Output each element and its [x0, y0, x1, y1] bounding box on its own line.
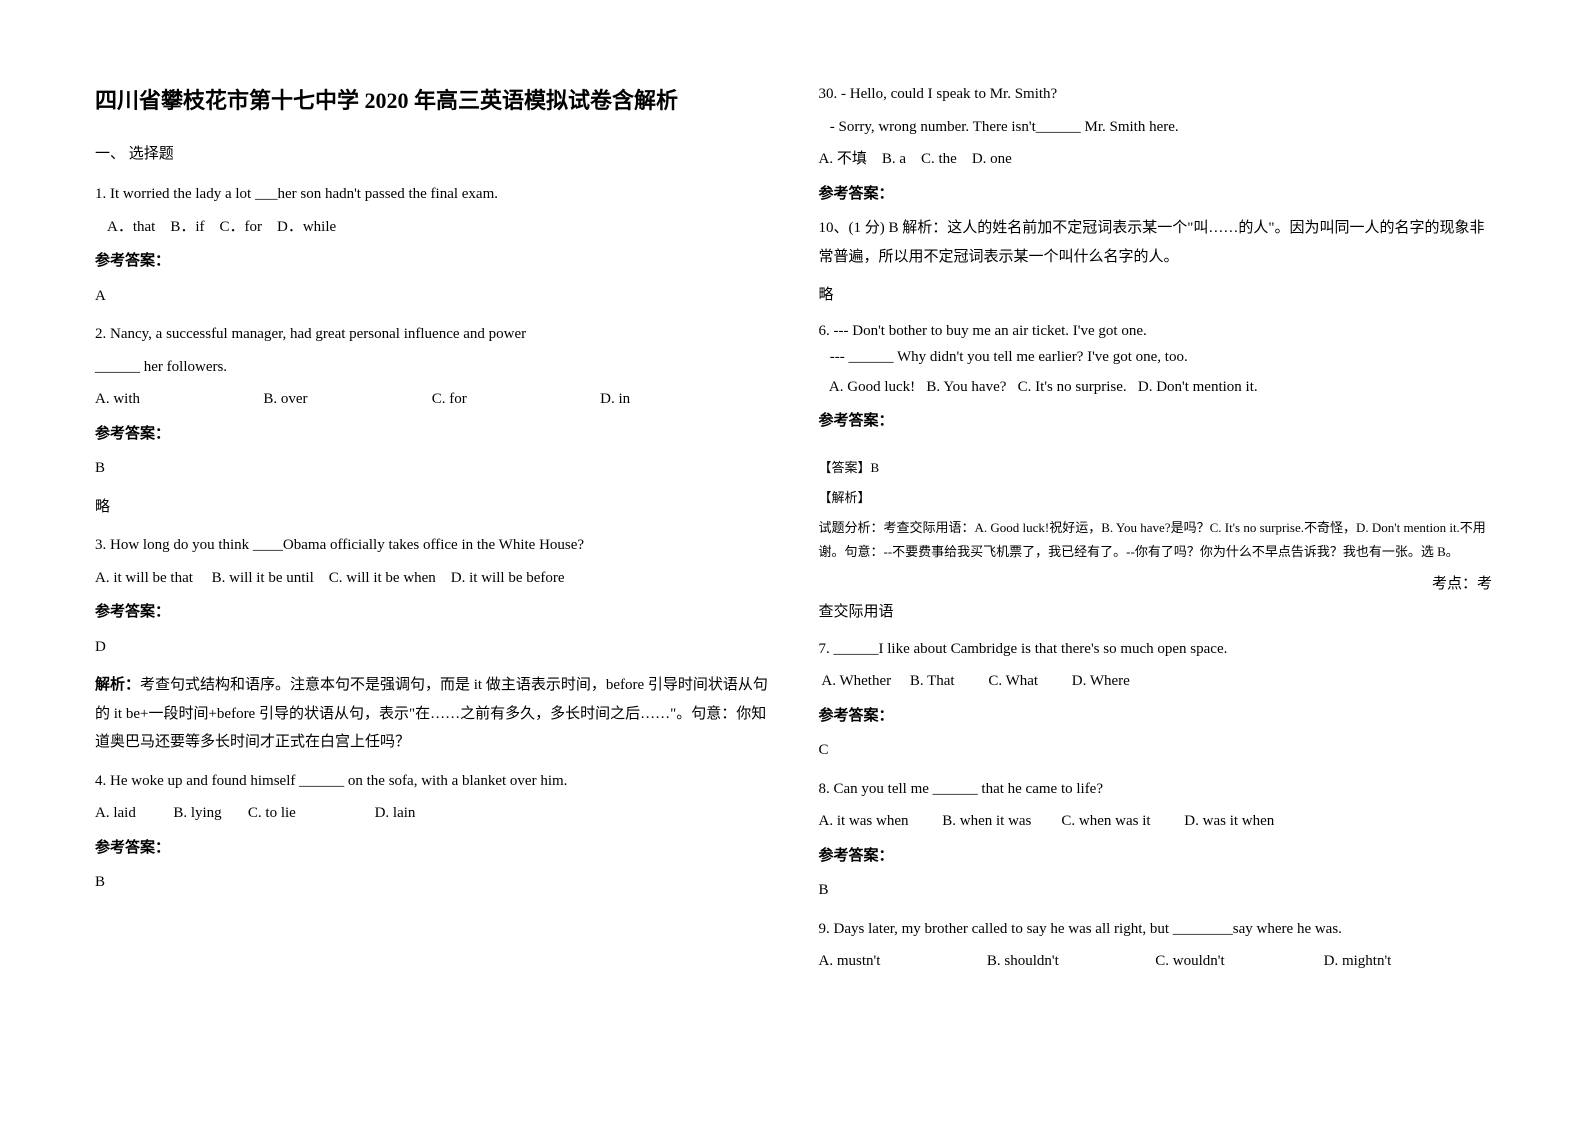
exam-title: 四川省攀枝花市第十七中学 2020 年高三英语模拟试卷含解析 — [95, 80, 769, 122]
q6-line1: 6. --- Don't bother to buy me an air tic… — [819, 320, 1493, 343]
question-9: 9. Days later, my brother called to say … — [819, 915, 1493, 976]
q1-answer-label: 参考答案： — [95, 247, 769, 276]
q1-answer: A — [95, 282, 769, 311]
q7-options: A. Whether B. That C. What D. Where — [819, 667, 1493, 696]
section-heading: 一、 选择题 — [95, 140, 769, 169]
q4-options: A. laid B. lying C. to lie D. lain — [95, 799, 769, 828]
question-7: 7. ______I like about Cambridge is that … — [819, 635, 1493, 765]
question-30: 30. - Hello, could I speak to Mr. Smith?… — [819, 80, 1493, 310]
q3-options: A. it will be that B. will it be until C… — [95, 564, 769, 593]
q8-answer-label: 参考答案： — [819, 842, 1493, 871]
q9-opt-a: A. mustn't — [819, 947, 987, 976]
q6-kaodian-2: 查交际用语 — [819, 598, 1493, 627]
q6-kaodian-right: 考点：考 — [1432, 570, 1492, 599]
q3-explain: 解析：考查句式结构和语序。注意本句不是强调句，而是 it 做主语表示时间，bef… — [95, 671, 769, 757]
q9-text: 9. Days later, my brother called to say … — [819, 915, 1493, 944]
q2-answer: B — [95, 454, 769, 483]
q2-opt-c: C. for — [432, 385, 600, 414]
question-6: 6. --- Don't bother to buy me an air tic… — [819, 320, 1493, 627]
right-column: 30. - Hello, could I speak to Mr. Smith?… — [819, 80, 1493, 984]
q9-opt-c: C. wouldn't — [1155, 947, 1323, 976]
q6-line2: --- ______ Why didn't you tell me earlie… — [819, 346, 1493, 369]
q6-answer-label: 参考答案： — [819, 407, 1493, 436]
q2-opt-d: D. in — [600, 385, 768, 414]
q9-options: A. mustn't B. shouldn't C. wouldn't D. m… — [819, 947, 1493, 976]
q30-extra: 略 — [819, 281, 1493, 310]
q9-opt-d: D. mightn't — [1324, 947, 1492, 976]
q3-explain-body: 考查句式结构和语序。注意本句不是强调句，而是 it 做主语表示时间，before… — [95, 677, 768, 750]
q2-text-1: 2. Nancy, a successful manager, had grea… — [95, 320, 769, 349]
q4-text: 4. He woke up and found himself ______ o… — [95, 767, 769, 796]
q7-answer-label: 参考答案： — [819, 702, 1493, 731]
q6-img-jiexi: 【解析】 — [819, 486, 1493, 510]
q3-answer-label: 参考答案： — [95, 598, 769, 627]
q2-opt-b: B. over — [263, 385, 431, 414]
question-3: 3. How long do you think ____Obama offic… — [95, 531, 769, 757]
q8-text: 8. Can you tell me ______ that he came t… — [819, 775, 1493, 804]
left-column: 四川省攀枝花市第十七中学 2020 年高三英语模拟试卷含解析 一、 选择题 1.… — [95, 80, 769, 984]
q9-opt-b: B. shouldn't — [987, 947, 1155, 976]
question-4: 4. He woke up and found himself ______ o… — [95, 767, 769, 897]
q30-explain: 10、(1 分) B 解析：这人的姓名前加不定冠词表示某一个"叫……的人"。因为… — [819, 214, 1493, 271]
q2-text-2: ______ her followers. — [95, 353, 769, 382]
q3-text: 3. How long do you think ____Obama offic… — [95, 531, 769, 560]
q30-options: A. 不填 B. a C. the D. one — [819, 145, 1493, 174]
question-1: 1. It worried the lady a lot ___her son … — [95, 180, 769, 310]
q4-answer: B — [95, 868, 769, 897]
q30-answer-label: 参考答案： — [819, 180, 1493, 209]
q7-answer: C — [819, 736, 1493, 765]
q6-options: A. Good luck! B. You have? C. It's no su… — [819, 373, 1493, 402]
q2-extra: 略 — [95, 493, 769, 522]
q3-answer: D — [95, 633, 769, 662]
q2-opt-a: A. with — [95, 385, 263, 414]
q30-line2: - Sorry, wrong number. There isn't______… — [819, 113, 1493, 142]
q1-text: 1. It worried the lady a lot ___her son … — [95, 180, 769, 209]
q8-answer: B — [819, 876, 1493, 905]
q7-text: 7. ______I like about Cambridge is that … — [819, 635, 1493, 664]
q30-line1: 30. - Hello, could I speak to Mr. Smith? — [819, 80, 1493, 109]
q8-options: A. it was when B. when it was C. when wa… — [819, 807, 1493, 836]
q2-options: A. with B. over C. for D. in — [95, 385, 769, 414]
q2-answer-label: 参考答案： — [95, 420, 769, 449]
question-8: 8. Can you tell me ______ that he came t… — [819, 775, 1493, 905]
q6-img-ans: 【答案】B — [819, 456, 1493, 480]
question-2: 2. Nancy, a successful manager, had grea… — [95, 320, 769, 521]
q1-options: A．that B．if C．for D．while — [95, 213, 769, 242]
q4-answer-label: 参考答案： — [95, 834, 769, 863]
q6-img-body: 试题分析：考查交际用语：A. Good luck!祝好运，B. You have… — [819, 516, 1493, 564]
